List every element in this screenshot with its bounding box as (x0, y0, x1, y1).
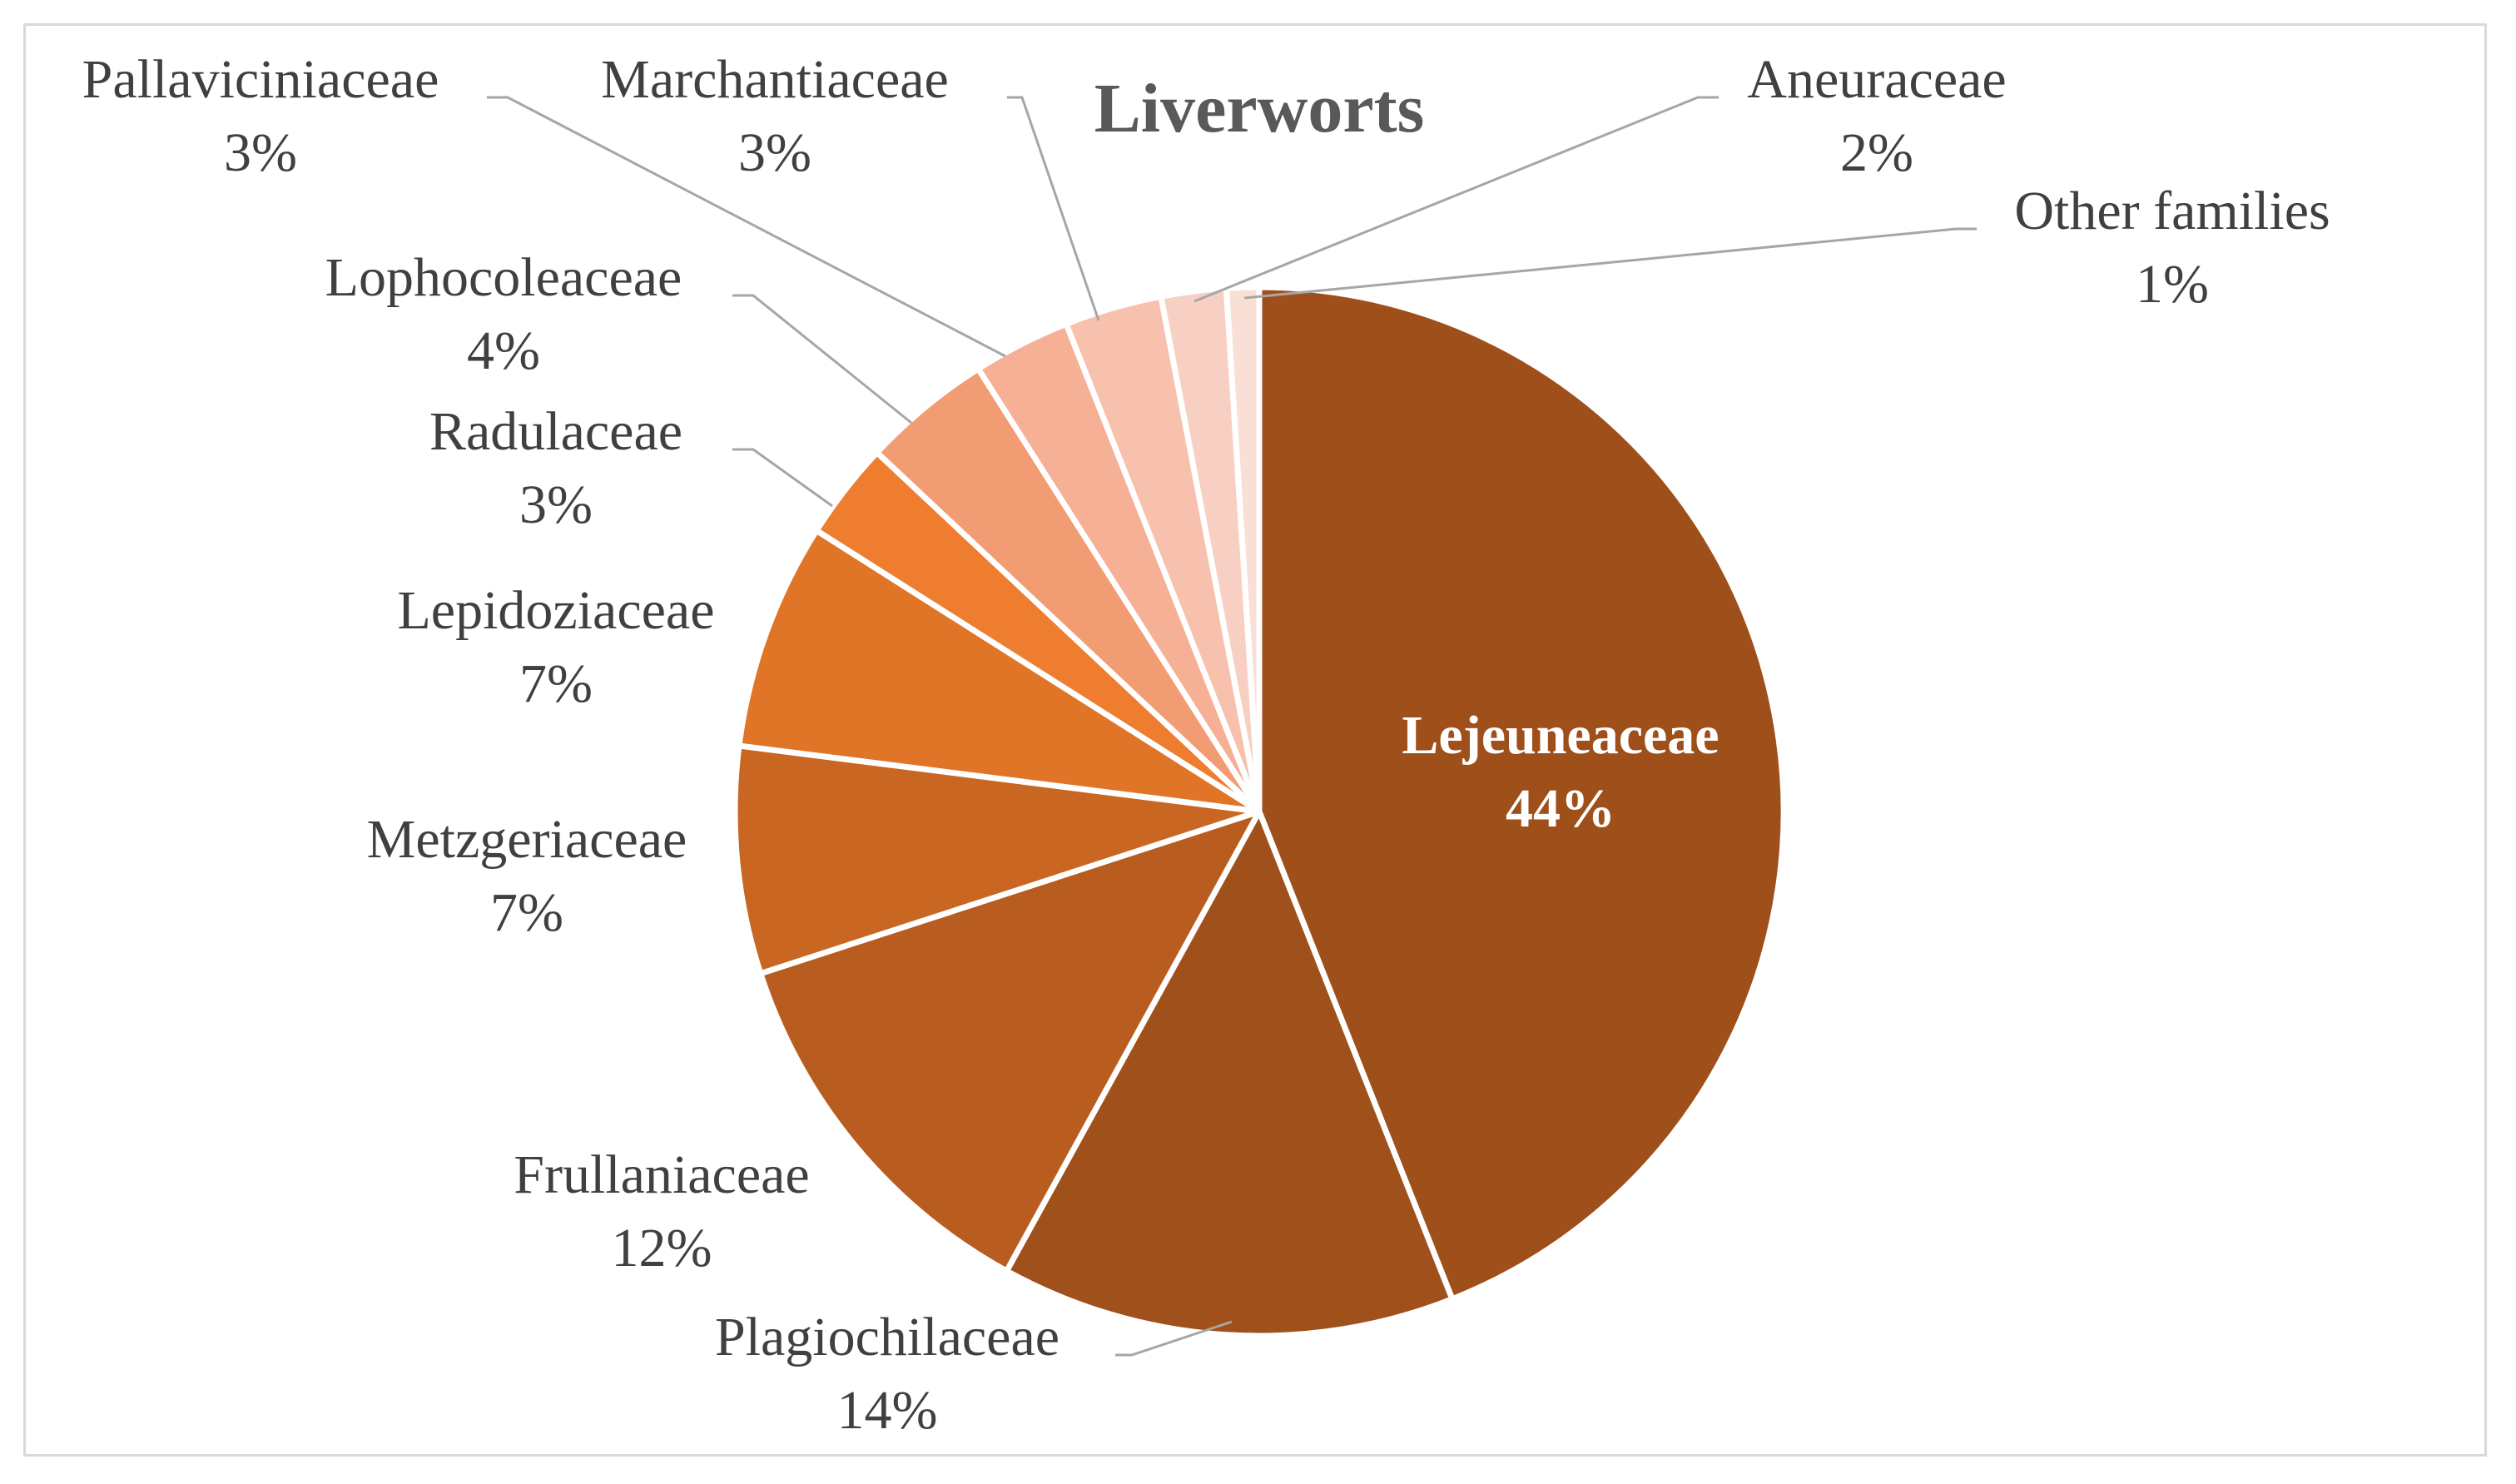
pie-slice-lepidoziaceae (736, 527, 1263, 815)
slice-percent-lophocoleaceae: 4% (467, 320, 540, 381)
pie-slice-frullaniaceae (757, 808, 1263, 1274)
pie-slice-plagiochilaceae (1004, 808, 1456, 1339)
slice-percent-lepidoziaceae: 7% (519, 653, 593, 714)
slice-label-marchantiaceae: Marchantiaceae (601, 49, 949, 110)
leader-line-pallaviciniaceae (487, 96, 1006, 358)
leader-line-marchantiaceae (1007, 96, 1100, 321)
leader-line-plagiochilaceae (1115, 1320, 1233, 1357)
slice-percent-pallaviciniaceae: 3% (224, 122, 297, 183)
pie-slice-lejeuneaceae (1256, 284, 1787, 1303)
leader-line-other-families (1243, 227, 1977, 300)
slice-percent-plagiochilaceae: 14% (837, 1380, 938, 1441)
chart-title: Liverworts (1094, 70, 1425, 147)
pie-slice-metzgeriaceae (732, 742, 1263, 977)
slice-label-other-families: Other families (2014, 181, 2330, 241)
slice-percent-marchantiaceae: 3% (738, 122, 811, 183)
slice-percent-metzgeriaceae: 7% (490, 882, 563, 943)
slice-label-lejeuneaceae: Lejeuneaceae (1402, 705, 1719, 766)
slice-label-metzgeriaceae: Metzgeriaceae (367, 809, 687, 870)
leader-line-aneuraceae (1193, 96, 1719, 303)
slice-label-aneuraceae: Aneuraceae (1747, 49, 2006, 110)
leader-line-lophocoleaceae (732, 294, 912, 424)
slice-label-plagiochilaceae: Plagiochilaceae (715, 1307, 1059, 1367)
slice-label-frullaniaceae: Frullaniaceae (514, 1144, 809, 1205)
slice-label-lepidoziaceae: Lepidoziaceae (397, 580, 714, 641)
slice-label-radulaceae: Radulaceae (429, 401, 682, 462)
slice-label-lophocoleaceae: Lophocoleaceae (325, 247, 682, 308)
slice-label-pallaviciniaceae: Pallaviciniaceae (82, 49, 439, 110)
slice-percent-aneuraceae: 2% (1840, 122, 1913, 183)
slice-percent-other-families: 1% (2136, 254, 2209, 315)
slice-percent-frullaniaceae: 12% (612, 1218, 712, 1278)
slice-percent-radulaceae: 3% (519, 474, 593, 535)
slice-percent-lejeuneaceae: 44% (1506, 778, 1615, 839)
leader-line-radulaceae (732, 448, 833, 508)
